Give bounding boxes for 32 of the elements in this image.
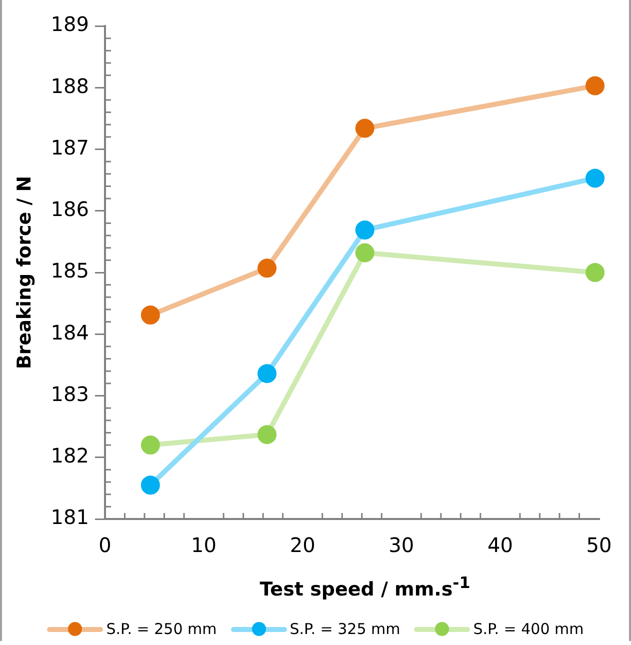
point: [355, 243, 374, 262]
point: [258, 258, 277, 278]
y-tick-label: 183: [50, 382, 89, 406]
x-tick-label: 50: [586, 533, 612, 558]
point: [586, 76, 605, 96]
y-tick-label: 184: [50, 320, 89, 344]
x-tick-label: 40: [487, 533, 513, 558]
point: [258, 425, 277, 444]
y-axis-title: Breaking force / N: [13, 176, 36, 370]
x-axis-title: Test speed / mm.s$^{-1}$: [258, 573, 472, 600]
y-tick-label: 185: [50, 258, 89, 283]
point: [586, 263, 605, 282]
point: [140, 476, 160, 495]
point: [355, 220, 374, 240]
point: [355, 118, 374, 138]
point: [140, 306, 160, 325]
legend-label: S.P. = 325 mm: [290, 620, 400, 638]
y-tick-label: 189: [50, 12, 89, 36]
legend-label: S.P. = 400 mm: [473, 620, 584, 638]
y-tick-label: 187: [50, 135, 89, 160]
x-tick-label: 0: [98, 533, 112, 558]
x-tick-label: 10: [191, 533, 217, 558]
x-tick-label: 30: [388, 533, 414, 558]
point: [140, 436, 160, 455]
x-tick-label: 20: [290, 533, 316, 558]
y-tick-label: 188: [50, 74, 89, 98]
y-tick-label: 186: [50, 197, 89, 222]
point: [586, 168, 605, 188]
y-tick-label: 181: [50, 505, 89, 530]
y-tick-label: 182: [50, 444, 89, 468]
legend-label: S.P. = 250 mm: [106, 620, 217, 638]
point: [258, 364, 277, 384]
